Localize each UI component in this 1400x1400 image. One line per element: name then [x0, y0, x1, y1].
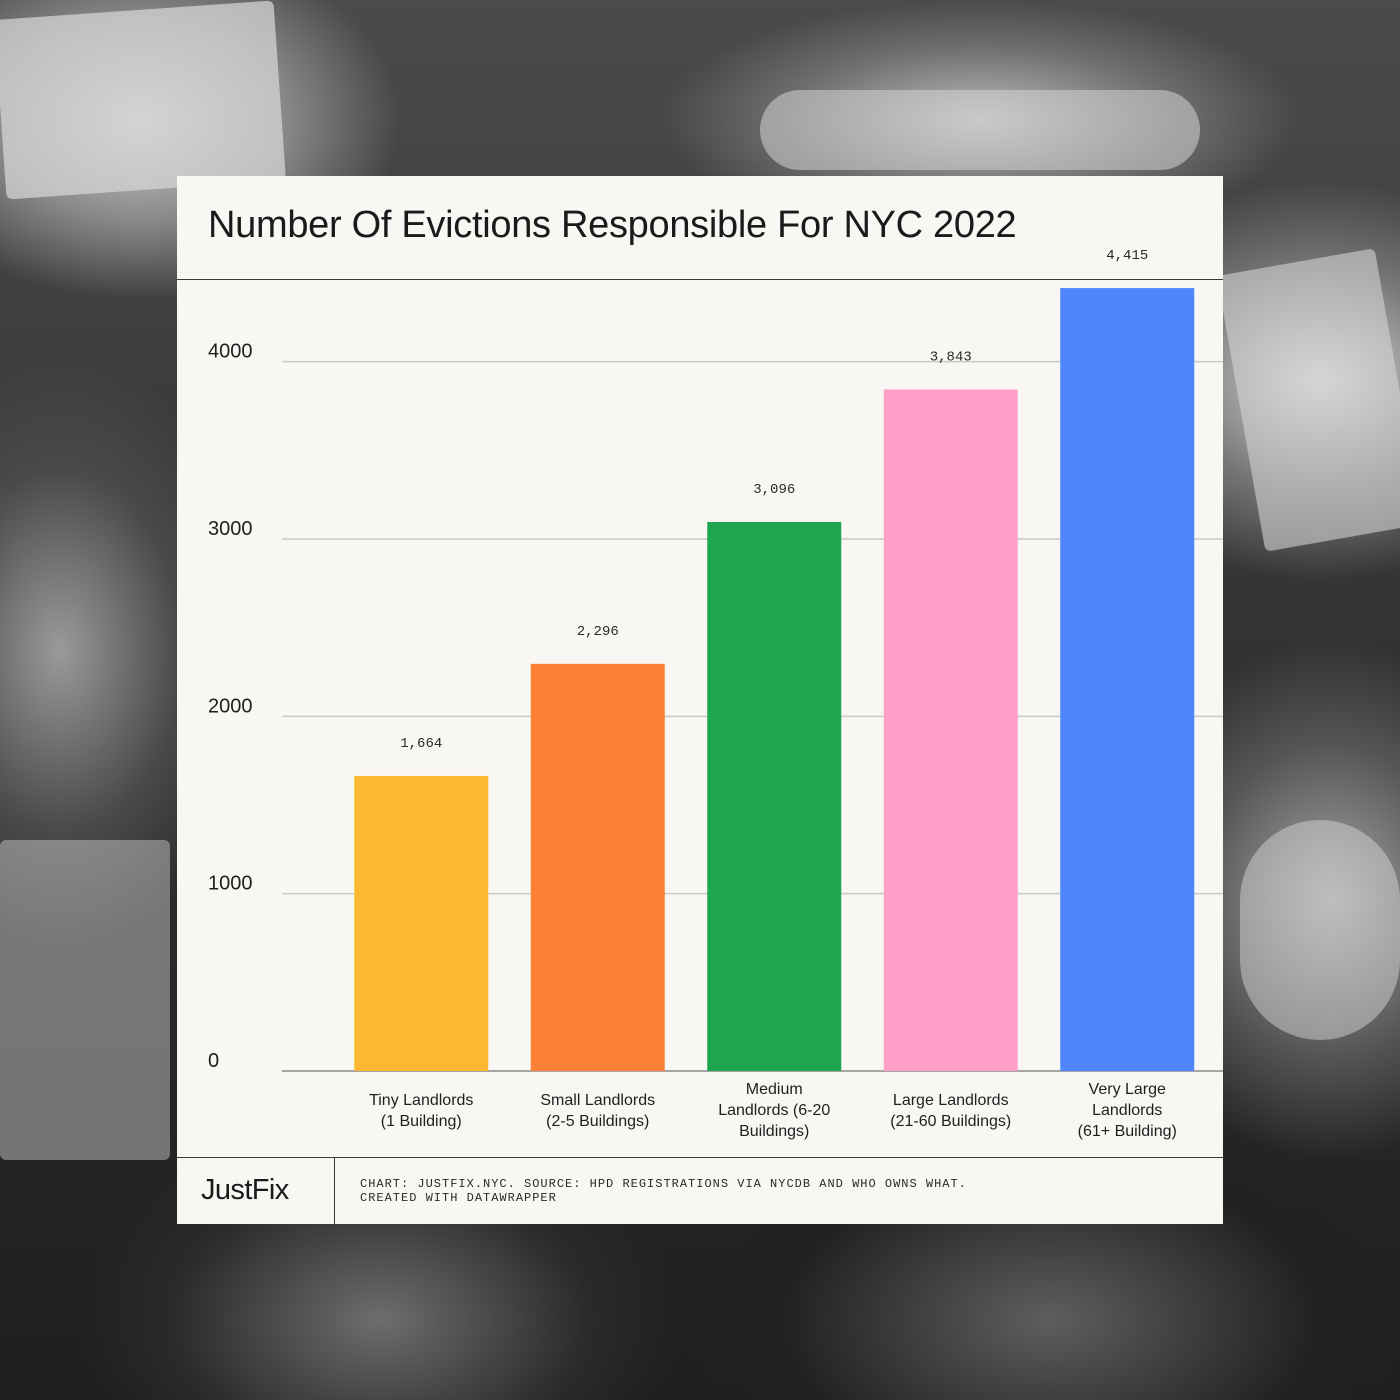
y-tick-label: 3000 [208, 518, 253, 540]
bar [883, 389, 1018, 1071]
x-tick-label: (2-5 Buildings) [546, 1113, 649, 1130]
chart-credit: CHART: JUSTFIX.NYC. SOURCE: HPD REGISTRA… [360, 1177, 1080, 1205]
bar [707, 521, 842, 1071]
x-tick-label: Buildings) [739, 1123, 809, 1140]
chart-card: Number Of Evictions Responsible For NYC … [177, 176, 1223, 1224]
data-label: 1,664 [400, 736, 442, 752]
x-tick-label: Small Landlords [540, 1092, 655, 1109]
x-tick-label: Landlords (6-20 [718, 1102, 830, 1119]
credit-line-2: CREATED WITH DATAWRAPPER [360, 1191, 557, 1205]
bar [1060, 288, 1195, 1071]
x-tick-label: Landlords [1092, 1102, 1162, 1119]
y-tick-label: 1000 [208, 873, 253, 895]
bar [354, 775, 489, 1071]
bar [530, 663, 665, 1071]
x-tick-label: Very Large [1089, 1081, 1166, 1098]
x-tick-label: Tiny Landlords [369, 1092, 473, 1109]
x-tick-label: (1 Building) [381, 1113, 462, 1130]
data-label: 3,096 [753, 482, 795, 498]
x-tick-label: Large Landlords [893, 1092, 1009, 1109]
chart-title: Number Of Evictions Responsible For NYC … [208, 204, 1017, 246]
y-tick-label: 4000 [208, 341, 253, 363]
x-tick-label: (61+ Building) [1078, 1123, 1177, 1140]
y-tick-label: 0 [208, 1050, 219, 1072]
footer-vertical-divider [334, 1158, 335, 1224]
x-tick-label: (21-60 Buildings) [890, 1113, 1011, 1130]
footer-divider [177, 1157, 1223, 1158]
data-label: 3,843 [930, 350, 972, 366]
credit-line-1: CHART: JUSTFIX.NYC. SOURCE: HPD REGISTRA… [360, 1177, 967, 1191]
justfix-logo: JustFix [201, 1174, 289, 1206]
bar-chart: 0 1000 2000 3000 4000 1,664 Tiny Landlords (1 B… [208, 248, 1223, 1140]
y-tick-label: 2000 [208, 695, 253, 717]
title-divider [177, 279, 1223, 280]
data-label: 4,415 [1106, 248, 1148, 264]
data-label: 2,296 [577, 624, 619, 640]
x-tick-label: Medium [746, 1081, 803, 1098]
